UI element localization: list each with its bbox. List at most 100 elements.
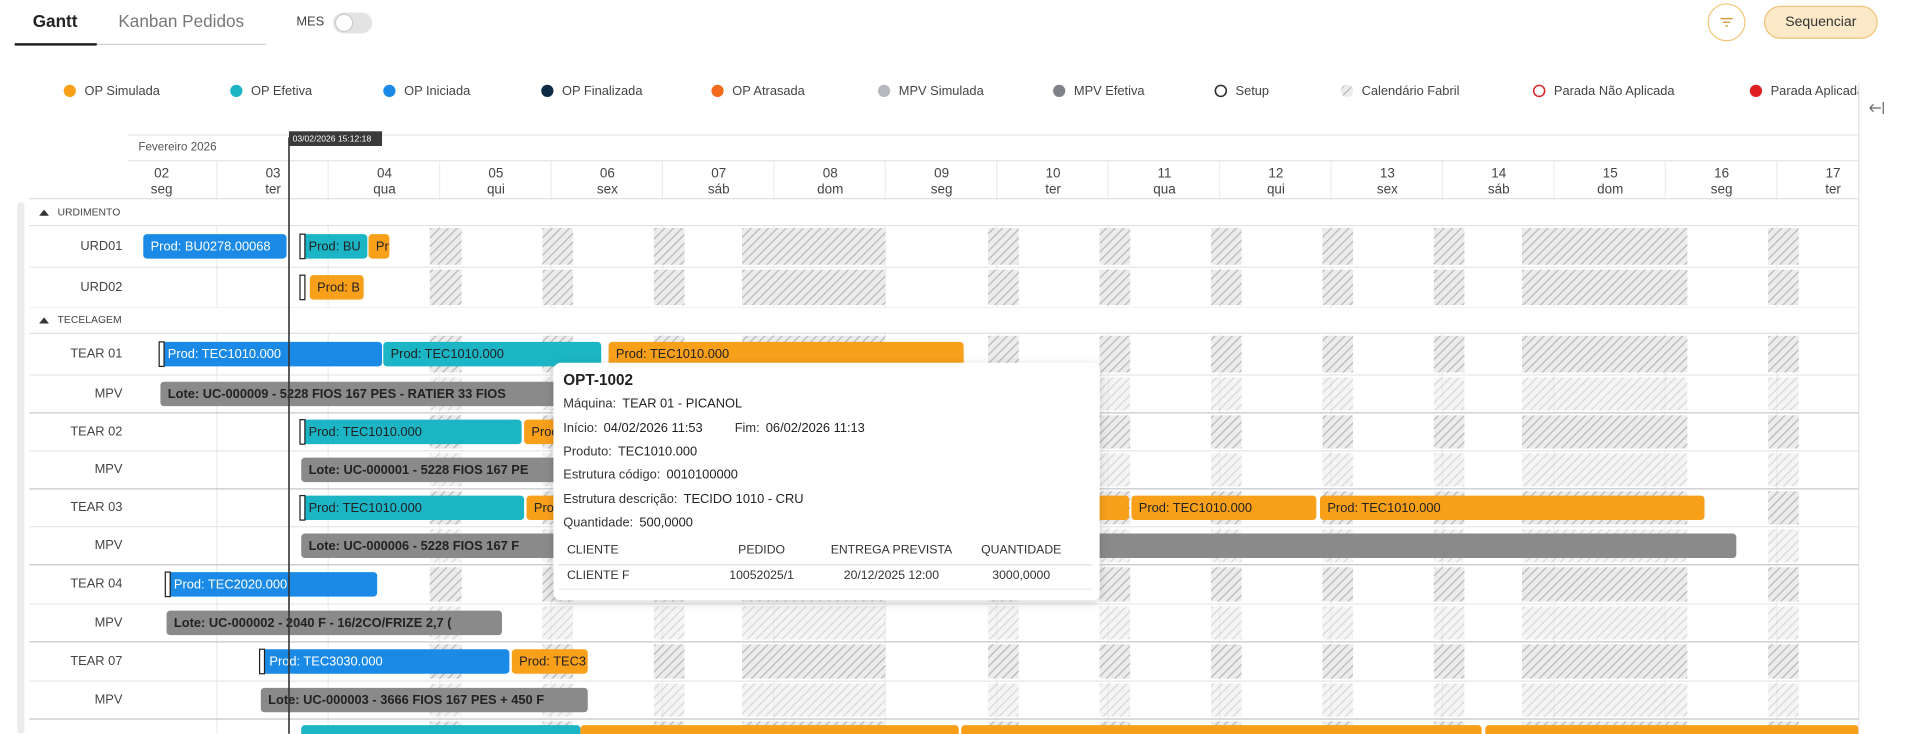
gantt-bar[interactable] (160, 341, 383, 367)
gantt-bar[interactable] (166, 610, 503, 636)
calendar-block (1099, 415, 1131, 449)
legend-label: Calendário Fabril (1362, 83, 1460, 98)
setup-mark (299, 494, 306, 521)
gantt-bar[interactable] (608, 341, 964, 367)
gantt-bar[interactable] (260, 687, 588, 713)
bar-label: Prod: TEC1010.000 (309, 500, 422, 515)
bar-label: Prod: TEC1010.000 (309, 424, 422, 439)
tooltip-box (553, 362, 1100, 601)
gantt-bar[interactable] (301, 495, 525, 521)
field-value: 500,0000 (639, 515, 693, 530)
gantt-bar[interactable] (166, 572, 378, 597)
field-label: Estrutura descrição: (563, 491, 677, 506)
gantt-bar[interactable] (301, 234, 368, 259)
bar-label: Prod: TEC2020.000 (174, 576, 287, 591)
calendar-block (1211, 567, 1242, 602)
calendar-block (1099, 269, 1131, 306)
tab[interactable]: Gantt (33, 11, 78, 31)
gantt-bar[interactable] (1485, 725, 1859, 734)
group-toggle[interactable] (39, 317, 49, 324)
calendar-block (653, 683, 685, 717)
calendar-block (542, 606, 574, 640)
day-weekday: qui (487, 182, 505, 197)
gantt-bar[interactable] (262, 649, 510, 674)
day-number: 12 (1268, 166, 1283, 181)
day-number: 10 (1046, 166, 1061, 181)
calendar-block (653, 228, 685, 265)
day-number: 05 (488, 166, 503, 181)
group-toggle[interactable] (39, 209, 49, 216)
filter-icon (1720, 17, 1733, 27)
row-label: TEAR 03 (70, 499, 122, 514)
gantt-bar[interactable] (961, 725, 1482, 734)
setup-mark (258, 648, 266, 675)
legend-swatch (1532, 84, 1546, 98)
calendar-block (1099, 606, 1131, 640)
day-weekday: qua (1153, 182, 1176, 197)
bar-label: Prod: TEC3030.000 (269, 653, 382, 668)
field-label: Quantidade: (563, 515, 633, 530)
field-value: 04/02/2026 11:53 (604, 420, 703, 435)
row-label: MPV (95, 537, 123, 552)
gantt-bar[interactable] (368, 234, 390, 259)
calendar-block (1768, 644, 1799, 679)
bar-label: Prod: B (317, 279, 360, 294)
toggle-knob (334, 13, 354, 33)
bar-label: Lote: UC-000006 - 5228 FIOS 167 F (309, 538, 520, 553)
group-header (29, 307, 1859, 334)
button-label[interactable]: Sequenciar (1785, 13, 1857, 29)
day-weekday: qui (1267, 182, 1285, 197)
calendar-block (542, 269, 574, 306)
calendar-block (1322, 377, 1354, 411)
calendar-block (1768, 491, 1799, 525)
day-weekday: ter (265, 182, 281, 197)
day-weekday: sáb (1488, 182, 1510, 197)
legend-label: OP Efetiva (251, 83, 313, 98)
calendar-block (429, 269, 462, 306)
calendar-block (1322, 644, 1354, 679)
day-number: 07 (711, 166, 726, 181)
calendar-block (1099, 567, 1131, 602)
table-header: PEDIDO (738, 542, 785, 556)
row-label: TEAR 07 (70, 653, 122, 668)
calendar-block (429, 228, 462, 265)
gantt-bar[interactable] (1320, 495, 1705, 521)
day-weekday: ter (1825, 182, 1841, 197)
calendar-block (1522, 606, 1688, 640)
gantt-bar[interactable] (1131, 495, 1317, 521)
gantt-bar[interactable] (580, 725, 959, 734)
sequenciar-button[interactable] (1763, 5, 1878, 39)
gantt-bar[interactable] (143, 234, 287, 259)
gantt-bar[interactable] (301, 419, 522, 445)
side-panel (1858, 83, 1920, 734)
gantt-bar[interactable] (309, 275, 364, 300)
setup-mark (299, 274, 306, 301)
calendar-block (1211, 335, 1242, 373)
field-label: Máquina: (563, 396, 616, 411)
field-value: 0010100000 (666, 467, 737, 482)
calendar-block (1099, 228, 1131, 265)
setup-mark (164, 571, 171, 598)
collapse-icon[interactable] (1869, 101, 1884, 115)
bar-label: Prod: TEC1010.000 (1327, 500, 1440, 515)
calendar-block (1433, 335, 1465, 373)
table-header: QUANTIDADE (981, 542, 1061, 556)
calendar-block (1768, 567, 1799, 602)
calendar-block (653, 269, 685, 306)
field-value: TEAR 01 - PICANOL (622, 396, 742, 411)
day-weekday: seg (1711, 182, 1733, 197)
calendar-block (742, 683, 886, 717)
gantt-bar[interactable] (511, 649, 588, 674)
gantt-bar[interactable] (301, 725, 581, 734)
legend-swatch (1214, 84, 1228, 98)
bar-label: Pro (534, 500, 554, 515)
calendar-block (1768, 269, 1799, 306)
bar-label: Lote: UC-000009 - 5228 FIOS 167 PES - RA… (168, 386, 507, 401)
tab[interactable]: Kanban Pedidos (118, 11, 244, 31)
day-number: 13 (1380, 166, 1395, 181)
gantt-bar[interactable] (383, 341, 602, 367)
calendar-block (1099, 335, 1131, 373)
day-number: 17 (1826, 166, 1841, 181)
calendar-block (988, 269, 1019, 306)
